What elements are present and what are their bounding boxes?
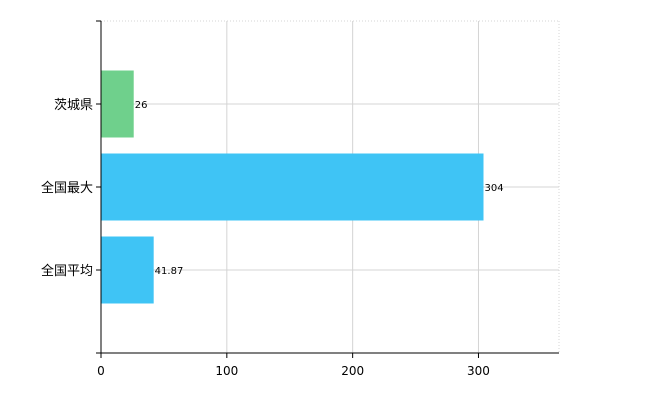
- x-tick-label-2: 200: [341, 364, 364, 378]
- data-label-0: 26: [135, 100, 148, 111]
- axes: [96, 20, 559, 358]
- x-tick-label-0: 0: [97, 364, 105, 378]
- category-label-2: 全国平均: [41, 263, 93, 279]
- bar-0: [101, 70, 134, 138]
- labels: 26 茨城県 304 全国最大 41.87 全国平均 0 100 200 300: [41, 98, 504, 378]
- data-label-1: 304: [485, 183, 504, 194]
- bar-2: [101, 236, 154, 304]
- data-label-2: 41.87: [155, 266, 184, 277]
- x-tick-label-3: 300: [467, 364, 490, 378]
- x-tick-label-1: 100: [215, 364, 238, 378]
- category-label-0: 茨城県: [54, 98, 93, 113]
- bars: [101, 70, 484, 304]
- category-label-1: 全国最大: [41, 180, 93, 196]
- bar-1: [101, 153, 484, 221]
